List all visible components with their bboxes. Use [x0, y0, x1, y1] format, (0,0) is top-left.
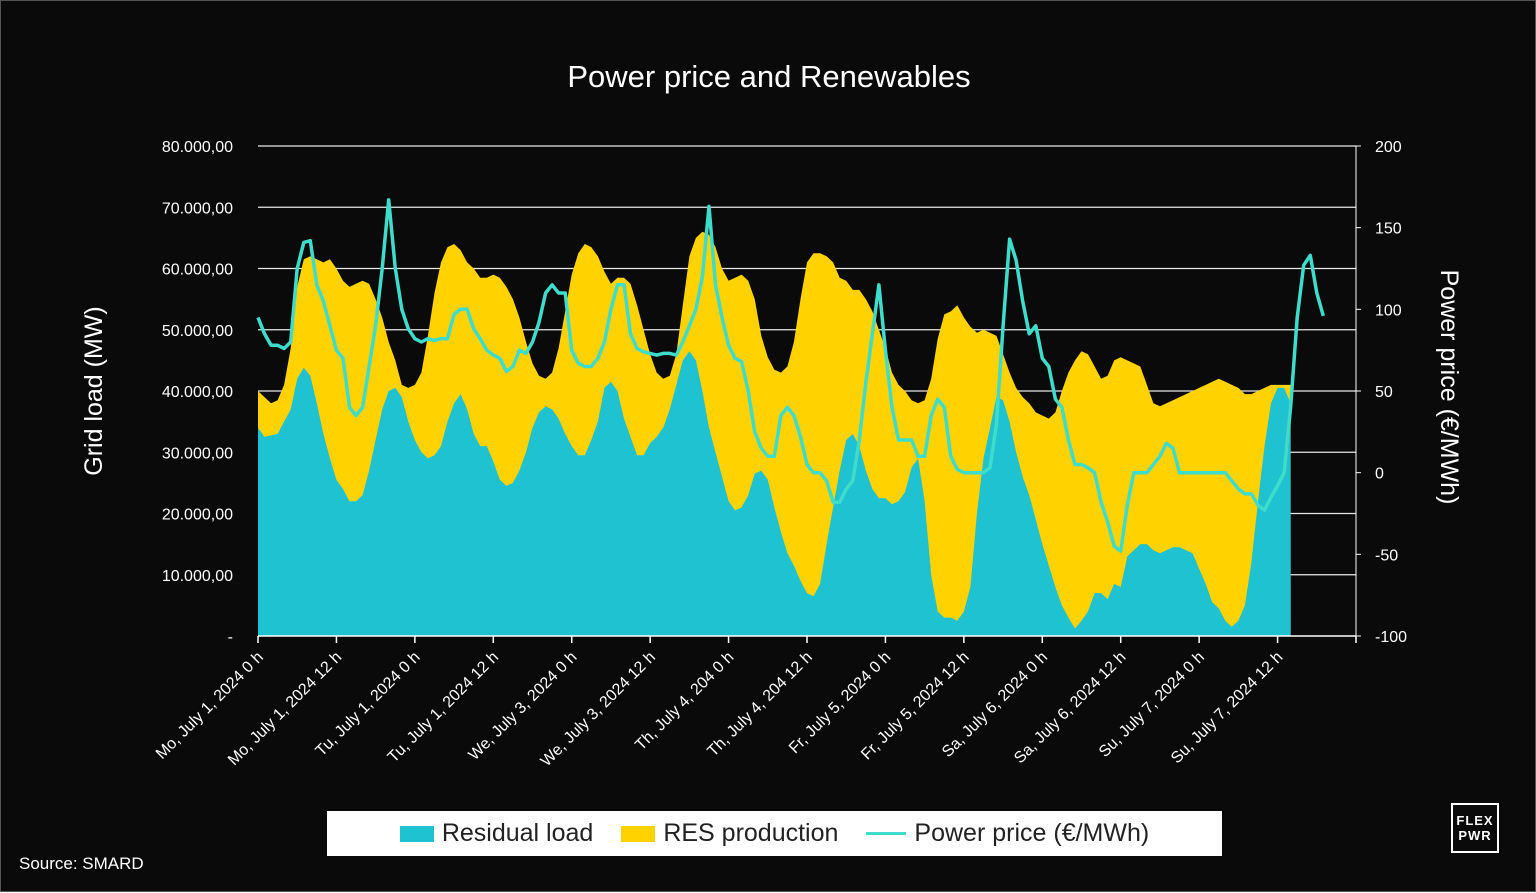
y-tick-labels: - 10.000,00 20.000,00 30.000,00 40.000,00 50.… — [162, 139, 233, 646]
legend-item-res-production[interactable]: RES production — [621, 819, 838, 848]
y-tick-label: 30.000,00 — [162, 445, 233, 462]
y2-tick-label: 150 — [1375, 221, 1402, 238]
legend: Residual load RES production Power price… — [327, 811, 1222, 856]
y2-tick-labels: -100 -50 0 50 100 150 200 — [1375, 139, 1407, 646]
chart-title: Power price and Renewables — [567, 59, 971, 94]
y2-tick-label: 50 — [1375, 384, 1393, 401]
legend-label: RES production — [663, 819, 839, 847]
y-tick-label: 10.000,00 — [162, 568, 233, 585]
y-tick-label: 60.000,00 — [162, 262, 233, 279]
legend-label: Power price (€/MWh) — [914, 819, 1150, 847]
y-axis-title: Grid load (MW) — [80, 306, 108, 475]
legend-item-residual-load[interactable]: Residual load — [399, 819, 594, 848]
axes — [257, 145, 1361, 643]
legend-label: Residual load — [441, 819, 594, 847]
legend-item-power-price[interactable]: Power price (€/MWh) — [866, 819, 1149, 848]
residual-load-swatch — [399, 825, 434, 842]
res-production-swatch — [621, 825, 656, 842]
y2-tick-label: -100 — [1375, 629, 1407, 646]
y-tick-label: 20.000,00 — [162, 507, 233, 524]
x-tick-labels: Mo, July 1, 2024 0 hMo, July 1, 2024 12 … — [153, 649, 1286, 770]
y-tick-label: 40.000,00 — [162, 384, 233, 401]
y2-tick-label: 200 — [1375, 139, 1402, 156]
y2-tick-label: 100 — [1375, 302, 1402, 319]
flexpwr-logo: FLEX PWR — [1451, 803, 1499, 853]
area-series — [258, 231, 1291, 637]
logo-line-2: PWR — [1458, 828, 1492, 843]
logo-line-1: FLEX — [1456, 813, 1494, 828]
y2-axis-title: Power price (€/MWh) — [1435, 270, 1463, 505]
power-price-swatch — [866, 832, 907, 835]
y2-tick-label: 0 — [1375, 466, 1384, 483]
y-tick-label: - — [228, 629, 233, 646]
line-series — [256, 198, 1325, 553]
source-note: Source: SMARD — [19, 854, 144, 873]
y-tick-label: 50.000,00 — [162, 323, 233, 340]
y2-tick-label: -50 — [1375, 547, 1398, 564]
power-price-line — [256, 198, 1325, 553]
y-tick-label: 70.000,00 — [162, 200, 233, 217]
residual-load-area — [258, 351, 1291, 636]
y-tick-label: 80.000,00 — [162, 139, 233, 156]
